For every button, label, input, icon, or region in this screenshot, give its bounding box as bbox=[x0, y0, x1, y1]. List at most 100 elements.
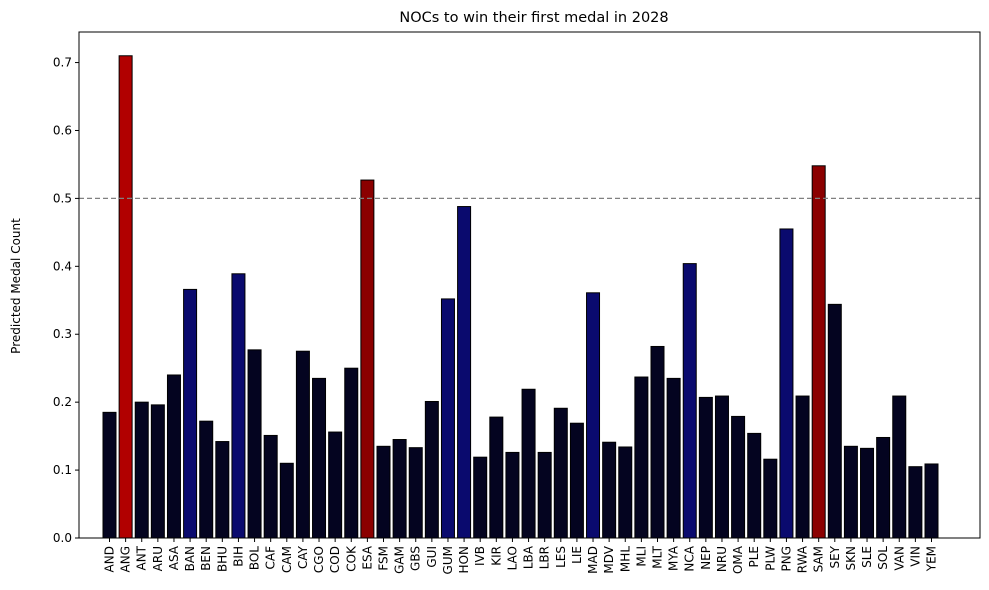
bar-sey bbox=[827, 303, 842, 539]
chart-title: NOCs to win their first medal in 2028 bbox=[399, 10, 668, 26]
bar-sle bbox=[860, 447, 875, 539]
bar-bol bbox=[247, 349, 262, 539]
x-tick-label-oma: OMA bbox=[731, 545, 745, 574]
bar-cam bbox=[279, 462, 294, 539]
bar-lbr bbox=[537, 451, 552, 539]
x-tick-label-vin: VIN bbox=[908, 546, 922, 567]
bar-gam bbox=[392, 439, 407, 539]
bar-cay bbox=[295, 350, 310, 539]
x-tick-label-gui: GUI bbox=[425, 546, 439, 568]
y-axis-label: Predicted Medal Count bbox=[9, 218, 23, 354]
x-tick-label-png: PNG bbox=[779, 546, 793, 572]
x-tick-label-gum: GUM bbox=[441, 546, 455, 574]
x-tick-label-hon: HON bbox=[457, 546, 471, 573]
x-tick-label-mdv: MDV bbox=[602, 545, 616, 573]
x-tick-label-bol: BOL bbox=[248, 546, 262, 570]
x-tick-label-bhu: BHU bbox=[215, 546, 229, 572]
bar-aru bbox=[150, 404, 165, 539]
bar-png bbox=[779, 228, 794, 539]
x-tick-label-fsm: FSM bbox=[377, 546, 391, 571]
x-tick-label-cok: COK bbox=[344, 545, 358, 572]
x-tick-label-lba: LBA bbox=[522, 545, 536, 569]
bar-plw bbox=[763, 458, 778, 539]
bar-cgo bbox=[312, 377, 327, 539]
x-tick-label-ivb: IVB bbox=[473, 546, 487, 566]
y-tick-label: 0.3 bbox=[53, 327, 72, 341]
bar-oma bbox=[731, 415, 746, 539]
bar-esa bbox=[360, 179, 375, 539]
bar-ang bbox=[118, 55, 133, 539]
x-tick-label-nru: NRU bbox=[715, 546, 729, 572]
y-tick-label: 0.2 bbox=[53, 395, 72, 409]
bar-mhl bbox=[618, 446, 633, 539]
bar-bhu bbox=[215, 441, 230, 539]
x-tick-label-ant: ANT bbox=[135, 545, 149, 570]
bar-mli bbox=[634, 376, 649, 539]
bar-bih bbox=[231, 273, 246, 539]
bar-ple bbox=[747, 432, 762, 539]
y-tick-label: 0.0 bbox=[53, 531, 72, 545]
x-tick-label-kir: KIR bbox=[489, 546, 503, 566]
x-tick-label-plw: PLW bbox=[763, 546, 777, 571]
x-tick-label-cay: CAY bbox=[296, 545, 310, 569]
x-tick-label-and: AND bbox=[103, 546, 117, 572]
bar-and bbox=[102, 411, 117, 539]
plot-frame bbox=[78, 31, 981, 539]
x-tick-label-asa: ASA bbox=[167, 545, 181, 570]
y-tick-label: 0.1 bbox=[53, 463, 72, 477]
bar-ivb bbox=[473, 456, 488, 539]
bar-mdv bbox=[602, 441, 617, 539]
x-tick-label-mli: MLI bbox=[634, 546, 648, 567]
y-tick-label: 0.7 bbox=[53, 56, 72, 70]
bar-kir bbox=[489, 416, 504, 539]
x-tick-label-mhl: MHL bbox=[618, 546, 632, 572]
x-tick-label-ben: BEN bbox=[199, 546, 213, 571]
bar-gui bbox=[424, 400, 439, 539]
x-tick-label-aru: ARU bbox=[151, 546, 165, 571]
bar-lie bbox=[569, 422, 584, 539]
x-tick-label-sam: SAM bbox=[812, 546, 826, 572]
x-tick-label-nep: NEP bbox=[699, 546, 713, 570]
x-tick-label-les: LES bbox=[554, 546, 568, 568]
bar-mya bbox=[666, 377, 681, 539]
bar-lba bbox=[521, 388, 536, 539]
bar-asa bbox=[166, 374, 181, 539]
bar-les bbox=[553, 407, 568, 539]
bar-fsm bbox=[376, 445, 391, 539]
bar-nru bbox=[714, 395, 729, 539]
bar-hon bbox=[457, 206, 472, 539]
x-tick-label-van: VAN bbox=[892, 546, 906, 571]
x-tick-label-lie: LIE bbox=[570, 546, 584, 564]
y-tick-label: 0.6 bbox=[53, 123, 72, 137]
bar-rwa bbox=[795, 395, 810, 539]
x-tick-label-gbs: GBS bbox=[409, 546, 423, 571]
bar-cod bbox=[328, 431, 343, 539]
x-tick-label-lao: LAO bbox=[505, 546, 519, 570]
bar-skn bbox=[843, 445, 858, 539]
bar-ant bbox=[134, 401, 149, 539]
x-tick-label-sol: SOL bbox=[876, 546, 890, 570]
bar-sam bbox=[811, 165, 826, 539]
x-tick-label-mlt: MLT bbox=[651, 545, 665, 568]
bar-ben bbox=[199, 420, 214, 539]
x-tick-label-sle: SLE bbox=[860, 546, 874, 568]
x-tick-label-cgo: CGO bbox=[312, 546, 326, 573]
bar-sol bbox=[876, 436, 891, 539]
bar-gbs bbox=[408, 447, 423, 539]
bar-ban bbox=[183, 288, 198, 539]
x-tick-label-lbr: LBR bbox=[538, 546, 552, 569]
bar-van bbox=[892, 395, 907, 539]
y-tick-label: 0.4 bbox=[53, 259, 72, 273]
x-tick-label-cam: CAM bbox=[280, 546, 294, 573]
x-tick-label-esa: ESA bbox=[360, 545, 374, 569]
bar-mlt bbox=[650, 345, 665, 539]
bar-gum bbox=[440, 298, 455, 539]
x-tick-label-ple: PLE bbox=[747, 546, 761, 568]
x-tick-label-ban: BAN bbox=[183, 546, 197, 571]
x-tick-label-skn: SKN bbox=[844, 546, 858, 570]
bar-nep bbox=[698, 396, 713, 539]
x-tick-label-yem: YEM bbox=[925, 546, 939, 572]
